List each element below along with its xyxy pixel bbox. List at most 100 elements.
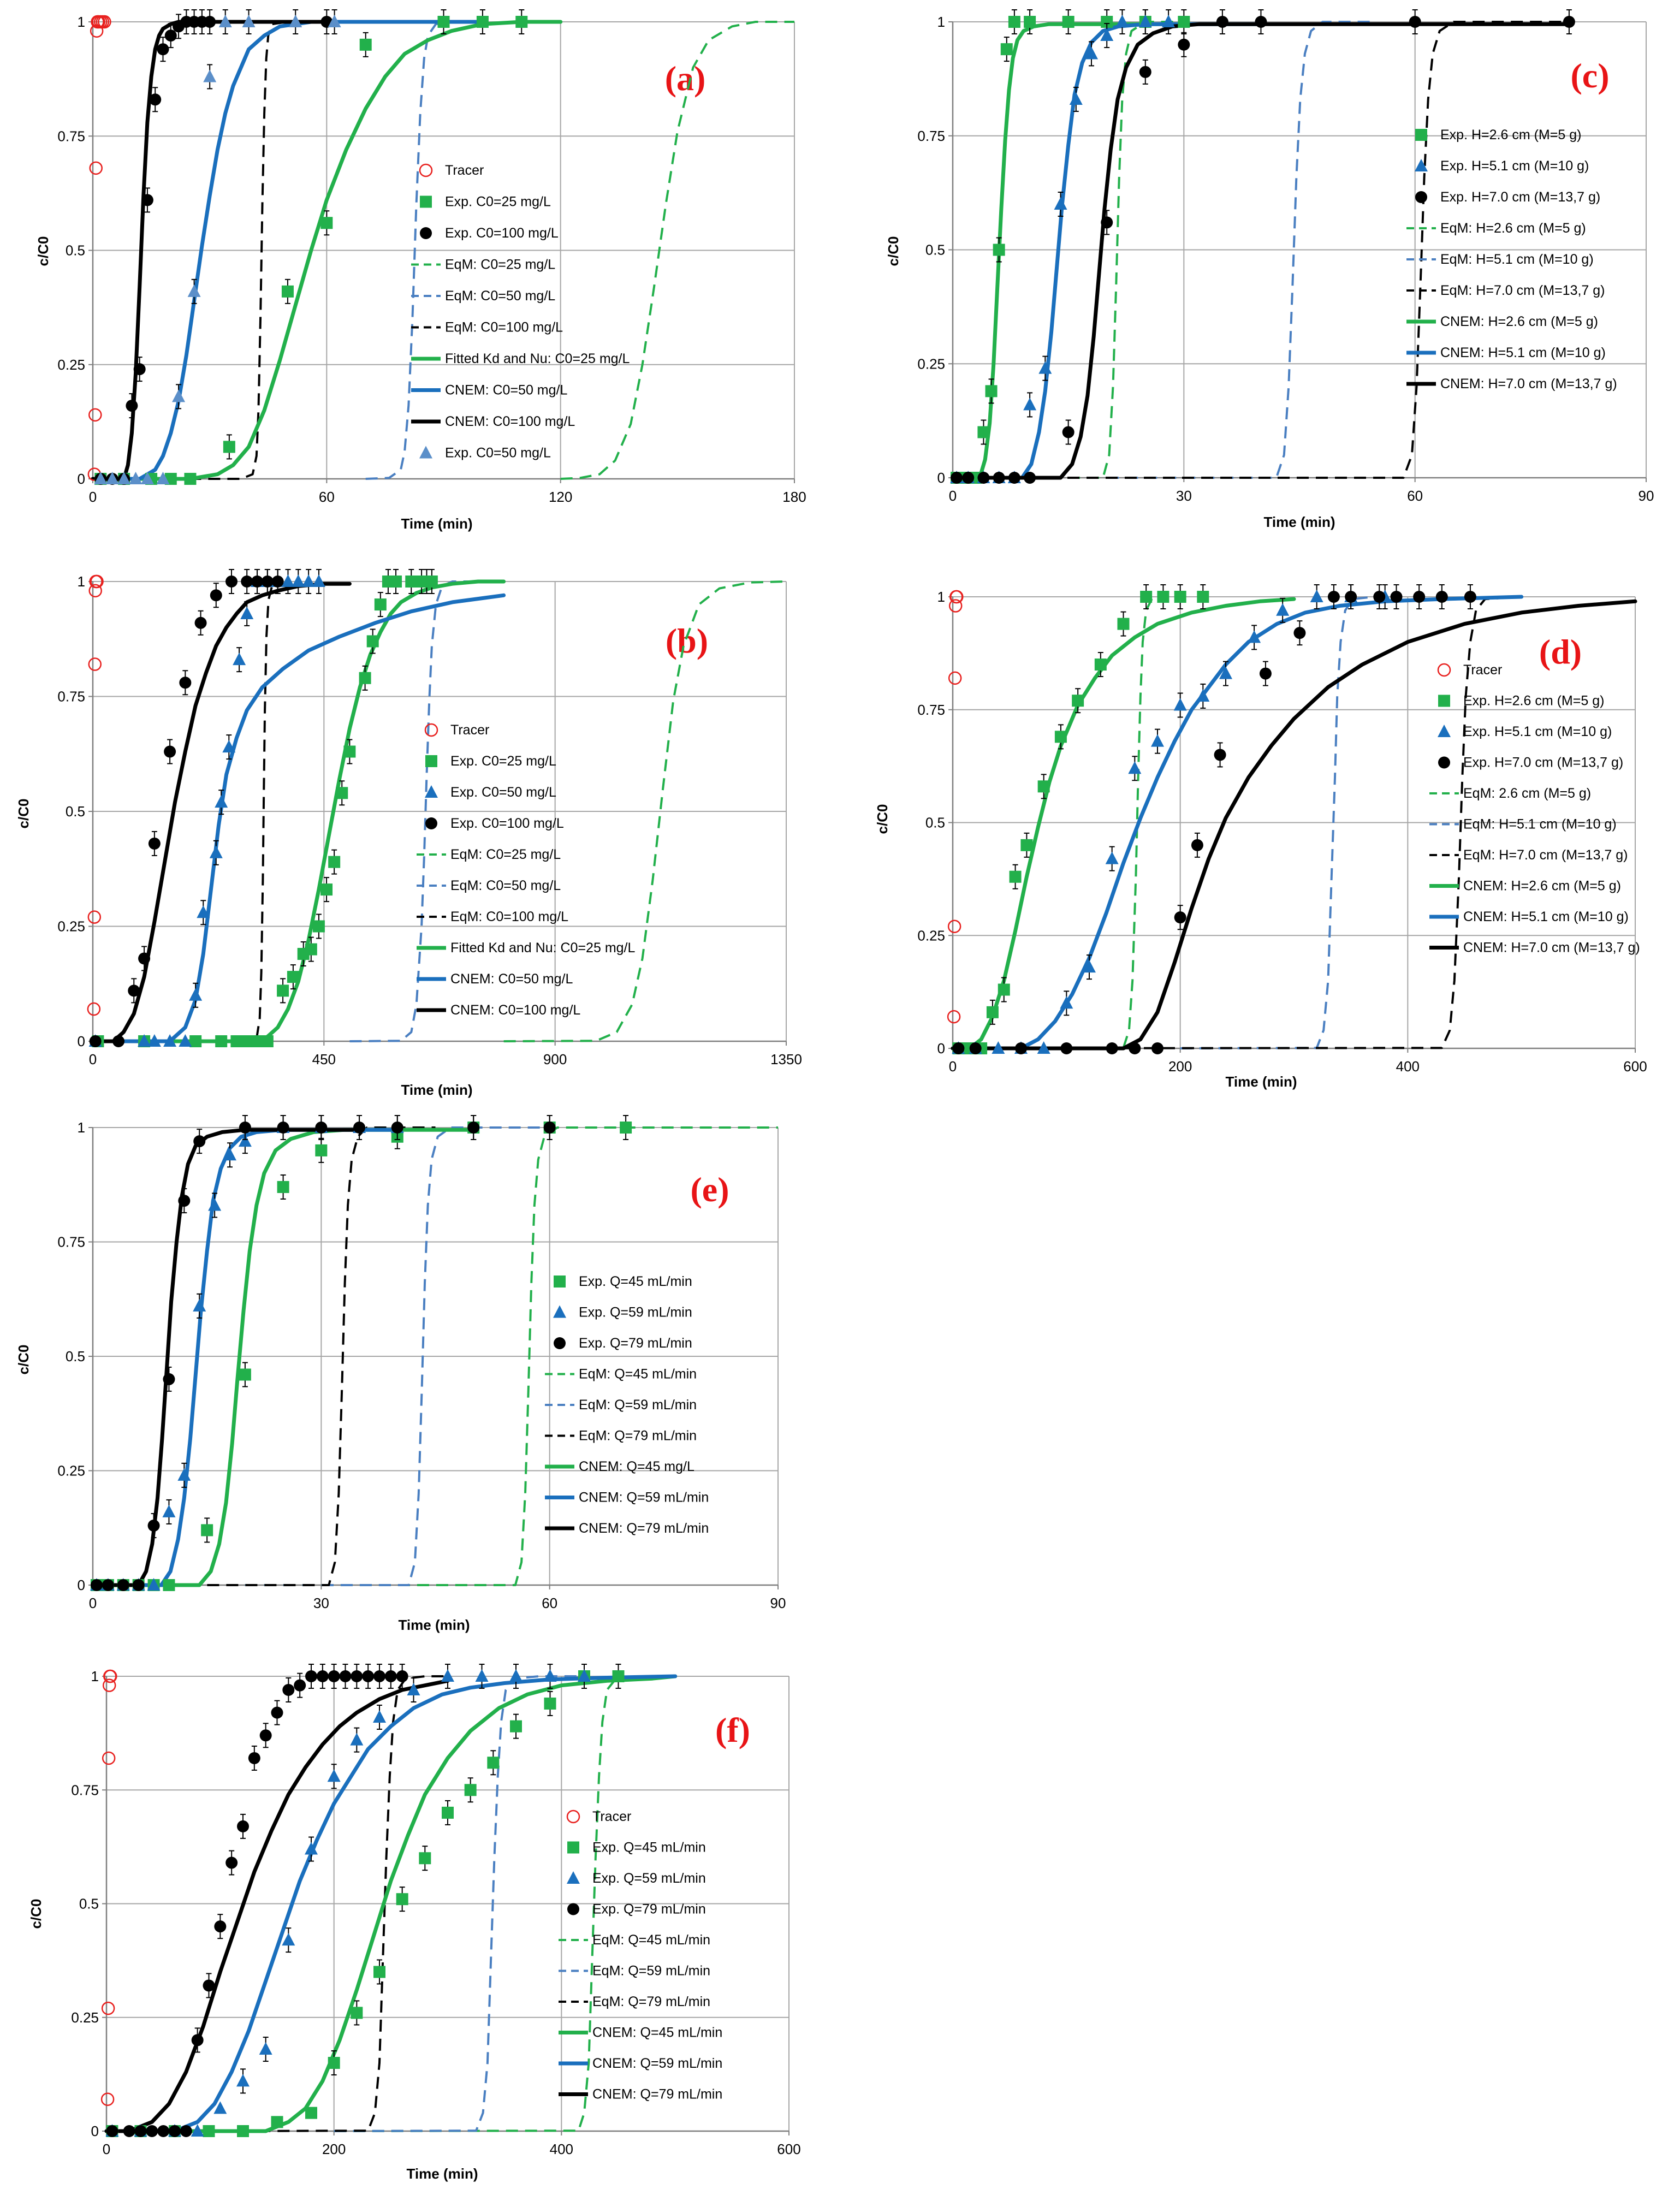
legend: Tracer Exp. C0=25 mg/L Exp. C0=50 mg/L Exp.…	[417, 722, 635, 1018]
data-point	[1157, 591, 1170, 603]
series-line-eqm-c0-100-mg-l	[132, 21, 327, 480]
legend-item: EqM: C0=50 mg/L	[417, 878, 561, 893]
data-point	[237, 1820, 249, 1832]
legend-swatch	[567, 1903, 579, 1915]
y-tick-label: 0.5	[79, 1896, 99, 1912]
data-point	[1196, 689, 1210, 702]
data-point	[362, 1670, 375, 1682]
series-line-eqm-2-6-cm-m-5-g	[1066, 596, 1170, 1049]
legend-item: Exp. H=2.6 cm (M=5 g)	[1415, 127, 1581, 143]
data-point	[242, 15, 256, 27]
legend-label: Exp. C0=100 mg/L	[445, 226, 559, 241]
legend-item: Exp. C0=50 mg/L	[419, 446, 551, 461]
series-points-exp-c0-50-mg-l	[94, 9, 341, 484]
legend-swatch	[1415, 159, 1428, 171]
data-point	[1129, 1042, 1141, 1054]
data-point	[1062, 16, 1075, 28]
data-point	[1060, 1042, 1073, 1054]
y-tick-label: 0.5	[66, 803, 85, 820]
series-line-eqm-q-79-ml-min	[169, 1126, 436, 1586]
legend-label: EqM: Q=45 mL/min	[579, 1367, 697, 1382]
data-point	[292, 574, 305, 587]
series-line-eqm-c0-25-mg-l	[560, 21, 794, 480]
legend-label: EqM: Q=59 mL/min	[592, 1963, 710, 1979]
data-point	[1162, 15, 1176, 27]
data-point	[230, 1035, 243, 1047]
data-point	[1345, 591, 1357, 603]
data-point	[1015, 1042, 1027, 1054]
data-point	[126, 400, 138, 412]
data-point	[391, 1122, 403, 1134]
data-point	[239, 1368, 251, 1381]
data-point	[1248, 630, 1261, 643]
legend-label: Exp. H=2.6 cm (M=5 g)	[1440, 127, 1581, 143]
legend-label: Exp. Q=59 mL/min	[579, 1305, 692, 1320]
panel-e: 0 0.25 0.5 0.75 1 0 30 60 90 Time (min) c/C0 (e) Exp…	[15, 1115, 786, 1633]
legend-label: CNEM: C0=50 mg/L	[450, 971, 573, 987]
legend-label: EqM: C0=25 mg/L	[450, 847, 561, 862]
data-point	[396, 1670, 408, 1682]
data-point	[405, 576, 418, 588]
data-point	[1117, 618, 1130, 630]
data-point	[215, 795, 228, 808]
data-point	[90, 1579, 103, 1591]
data-point	[132, 1579, 145, 1591]
data-point	[87, 910, 102, 924]
legend-item: EqM: 2.6 cm (M=5 g)	[1429, 786, 1591, 801]
x-tick-label: 450	[312, 1051, 336, 1067]
legend-item: EqM: H=7.0 cm (M=13,7 g)	[1406, 283, 1605, 298]
data-point	[1197, 591, 1209, 603]
data-point	[187, 284, 201, 297]
data-point	[1216, 16, 1228, 28]
legend-item: CNEM: Q=59 mL/min	[545, 1490, 709, 1505]
data-point	[948, 671, 962, 685]
data-point	[373, 1966, 385, 1978]
series-line-fitted-kd-and-nu-c0-25-mg-l	[91, 20, 563, 481]
series-line-eqm-q-45-ml-min	[334, 1675, 675, 2132]
data-point	[259, 1729, 272, 1742]
data-point	[214, 1920, 227, 1933]
data-point	[163, 1373, 175, 1385]
data-point	[238, 1134, 252, 1147]
data-point	[407, 1682, 420, 1695]
legend-label: Exp. Q=79 mL/min	[579, 1336, 692, 1351]
data-point	[1128, 761, 1142, 774]
data-point	[1008, 472, 1020, 484]
data-point	[1020, 839, 1033, 851]
data-point	[102, 1678, 116, 1692]
legend-item: CNEM: Q=79 mL/min	[545, 1521, 709, 1536]
data-point	[147, 1578, 161, 1591]
data-point	[1085, 46, 1098, 60]
data-point	[157, 2125, 170, 2137]
legend-item: Tracer	[424, 722, 489, 738]
legend-label: CNEM: Q=79 mL/min	[579, 1521, 709, 1536]
legend-item: Exp. Q=59 mL/min	[553, 1305, 692, 1320]
y-tick-label: 0.25	[917, 927, 945, 944]
data-point	[305, 2107, 317, 2119]
data-point	[138, 1034, 151, 1047]
data-point	[350, 1733, 364, 1746]
y-tick-label: 0.75	[57, 689, 85, 705]
panel-letter: (d)	[1539, 632, 1582, 671]
data-point	[998, 983, 1010, 996]
data-point	[374, 598, 387, 611]
data-point	[985, 385, 998, 398]
series-line-eqm-h-7-0-cm-m-13-7-g	[952, 596, 1522, 1049]
data-point	[320, 217, 333, 229]
data-point	[1105, 851, 1119, 864]
x-axis-label: Time (min)	[1226, 1073, 1297, 1090]
legend-item: CNEM: H=2.6 cm (M=5 g)	[1429, 879, 1621, 894]
x-tick-label: 0	[949, 488, 957, 504]
data-point	[487, 1757, 500, 1769]
data-point	[351, 1670, 363, 1682]
data-point	[351, 2007, 363, 2019]
data-point	[1100, 28, 1114, 41]
legend-item: CNEM: C0=50 mg/L	[417, 971, 573, 987]
data-point	[1310, 590, 1323, 602]
legend-item: CNEM: H=2.6 cm (M=5 g)	[1406, 314, 1598, 329]
data-point	[305, 943, 317, 956]
series-line-cnem-q-59-ml-min	[91, 1128, 400, 1587]
data-point	[475, 1669, 489, 1682]
legend-swatch	[424, 723, 438, 737]
data-point	[156, 472, 170, 484]
